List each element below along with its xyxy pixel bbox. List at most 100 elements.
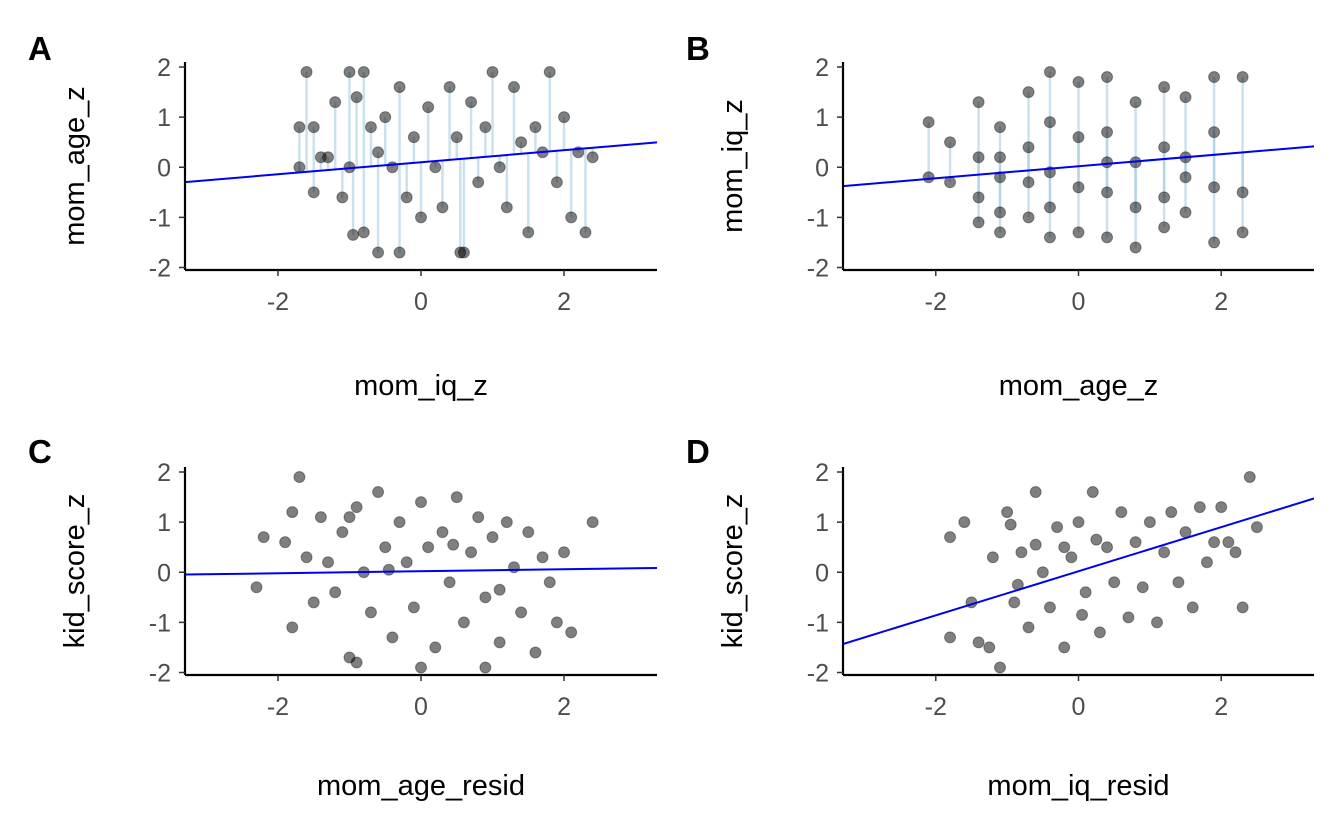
data-point <box>1122 611 1135 624</box>
data-point <box>1129 201 1142 214</box>
data-point <box>944 531 957 544</box>
data-point <box>1186 601 1199 614</box>
y-tick-label: -1 <box>807 204 829 232</box>
data-point <box>350 501 363 514</box>
data-point <box>922 116 935 129</box>
data-point <box>336 191 349 204</box>
data-point <box>994 151 1006 164</box>
data-point <box>1222 536 1235 549</box>
data-point <box>579 226 592 239</box>
x-axis-title: mom_age_resid <box>317 770 525 802</box>
data-point <box>257 531 270 544</box>
data-point <box>1250 521 1263 534</box>
y-tick-label: 2 <box>157 459 171 487</box>
data-point <box>443 81 456 94</box>
data-point <box>1158 546 1171 559</box>
data-point <box>293 121 306 134</box>
data-point <box>1179 206 1192 219</box>
data-point <box>565 211 578 224</box>
y-tick-label: 2 <box>157 54 171 82</box>
data-point <box>1072 181 1085 194</box>
data-point <box>1001 506 1014 519</box>
data-point <box>364 606 377 619</box>
data-point <box>415 496 427 509</box>
data-point <box>1158 221 1171 234</box>
fit-line <box>843 145 1314 188</box>
y-axis-title: kid_score_z <box>59 494 91 649</box>
data-point <box>493 636 506 649</box>
y-tick-label: -2 <box>807 254 829 282</box>
fit-line <box>843 497 1314 645</box>
y-tick-label: -1 <box>149 204 171 232</box>
data-point <box>329 96 342 109</box>
data-point <box>543 66 556 79</box>
data-point <box>558 546 571 559</box>
data-point <box>586 516 599 529</box>
data-point <box>393 81 406 94</box>
data-point <box>1208 181 1221 194</box>
data-point <box>472 176 485 189</box>
y-tick-label: 1 <box>157 104 171 132</box>
y-tick-label: 0 <box>157 154 171 182</box>
fit-line <box>185 566 657 576</box>
panel-tag: A <box>28 30 52 67</box>
data-point <box>1158 191 1171 204</box>
data-point <box>1179 91 1192 104</box>
data-point <box>972 151 985 164</box>
data-point <box>329 586 342 599</box>
data-point <box>1236 226 1249 239</box>
y-tick-label: -2 <box>807 659 829 687</box>
data-point <box>493 161 506 174</box>
fit-line <box>185 141 657 184</box>
data-point <box>994 121 1006 134</box>
data-point <box>379 111 392 124</box>
data-point <box>1236 186 1249 199</box>
data-point <box>994 226 1006 239</box>
data-point <box>1008 596 1021 609</box>
x-tick-label: -2 <box>267 288 289 316</box>
data-point <box>293 161 306 174</box>
x-axis-title: mom_iq_z <box>354 370 488 402</box>
data-point <box>393 246 406 259</box>
data-point <box>1015 546 1028 559</box>
data-point <box>314 511 327 524</box>
data-point <box>1029 538 1042 551</box>
data-point <box>407 601 420 614</box>
y-tick-label: -2 <box>149 659 171 687</box>
data-point <box>1051 521 1064 534</box>
data-point <box>1129 241 1142 254</box>
data-point <box>1043 201 1056 214</box>
data-point <box>944 136 957 149</box>
data-point <box>1029 486 1042 499</box>
data-point <box>1058 541 1071 554</box>
panel-tag: B <box>686 30 710 67</box>
data-point <box>1043 116 1056 129</box>
data-point <box>429 641 442 654</box>
data-point <box>1022 86 1035 99</box>
data-point <box>1086 486 1099 499</box>
data-point <box>357 66 370 79</box>
data-point <box>994 171 1006 184</box>
panel-tag: D <box>686 433 710 470</box>
data-point <box>400 556 413 569</box>
data-point <box>479 121 492 134</box>
data-point <box>550 176 563 189</box>
x-tick-label: 2 <box>1214 288 1228 316</box>
data-points <box>293 66 599 259</box>
data-point <box>522 526 535 539</box>
data-point <box>972 191 985 204</box>
y-tick-label: 0 <box>815 559 829 587</box>
data-point <box>507 81 520 94</box>
data-point <box>1072 226 1085 239</box>
data-point <box>493 583 506 596</box>
data-point <box>436 526 449 539</box>
x-tick-label: 2 <box>557 288 571 316</box>
data-point <box>386 631 399 644</box>
data-point <box>343 66 356 79</box>
data-point <box>1243 471 1256 484</box>
data-point <box>1129 536 1142 549</box>
data-points <box>250 471 599 674</box>
data-point <box>507 561 520 574</box>
data-point <box>1101 71 1114 84</box>
